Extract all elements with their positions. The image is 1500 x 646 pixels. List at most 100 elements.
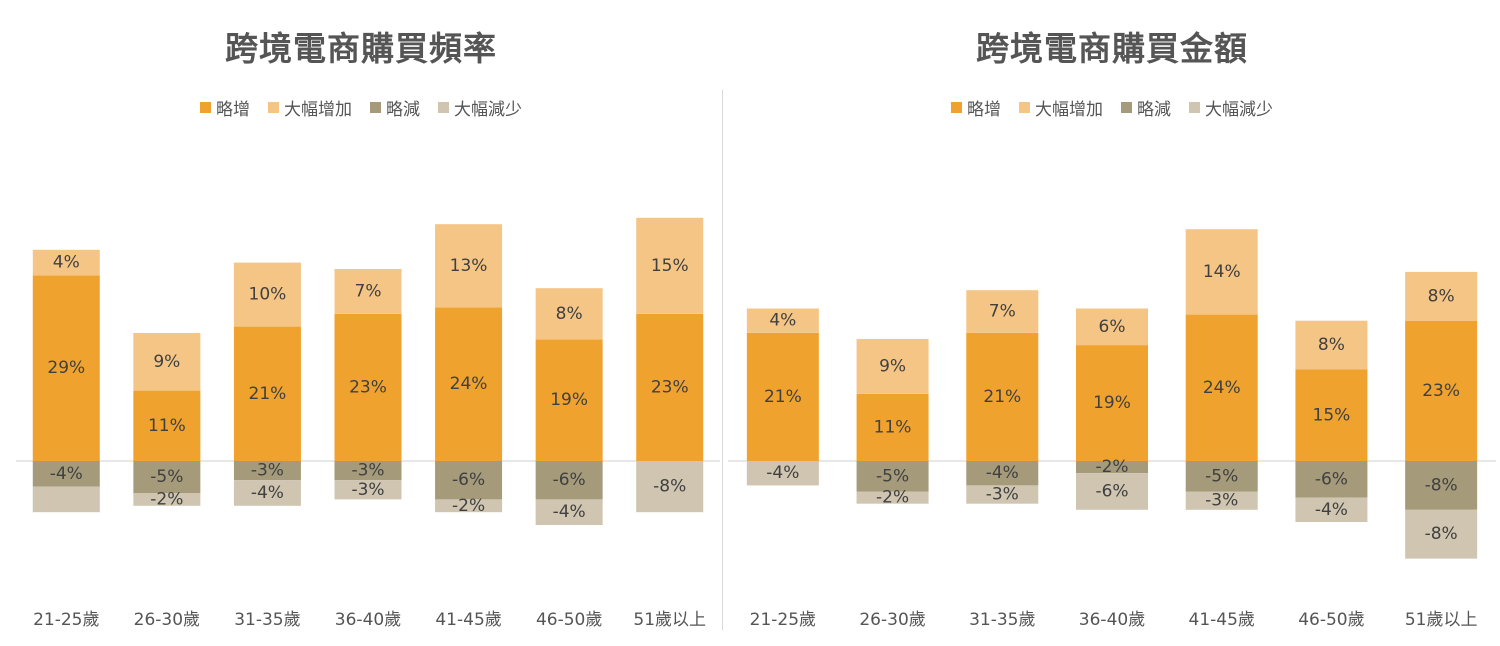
chart-title: 跨境電商購買金額 — [976, 29, 1248, 68]
bar-segment — [856, 491, 929, 504]
data-label: 29% — [47, 358, 85, 378]
bar-segment — [32, 461, 100, 487]
category-label: 46-50歲 — [1298, 610, 1364, 630]
bar-segment — [856, 339, 929, 394]
data-label: -8% — [1425, 524, 1458, 544]
category-label: 46-50歲 — [536, 610, 602, 630]
data-label: -6% — [553, 470, 586, 490]
data-label: -3% — [986, 485, 1019, 505]
bar-segment — [1076, 461, 1148, 474]
bar-segment — [334, 269, 402, 314]
chart-panel-amount: 跨境電商購買金額 略增 大幅增加 略減 大幅減少 21% 4% -4% 21-25歲 1… — [724, 0, 1500, 646]
legend-item: 略增 — [951, 95, 1001, 120]
category-label: 31-35歲 — [234, 610, 300, 630]
legend-item: 大幅減少 — [438, 95, 522, 120]
data-label: 8% — [1318, 335, 1345, 355]
data-label: 21% — [249, 384, 287, 404]
legend-label: 略減 — [1137, 100, 1171, 120]
bar-segment — [636, 217, 704, 314]
data-label: 14% — [1203, 262, 1241, 282]
bar-segment — [1295, 320, 1368, 370]
bar-segment — [636, 461, 704, 513]
bar-segment — [1295, 497, 1368, 522]
bar-segment — [966, 485, 1039, 504]
legend-item: 大幅增加 — [268, 95, 352, 120]
data-label: 11% — [874, 417, 912, 437]
legend-label: 略增 — [967, 100, 1001, 120]
legend-item: 大幅減少 — [1189, 95, 1273, 120]
legend-label: 大幅減少 — [454, 100, 522, 120]
bar-segment — [1185, 461, 1258, 492]
legend: 略增 大幅增加 略減 大幅減少 — [724, 95, 1500, 120]
data-label: -2% — [452, 496, 485, 516]
data-label: 23% — [651, 377, 689, 397]
bar-segment — [334, 461, 402, 481]
data-label: -3% — [251, 461, 284, 481]
data-label: 23% — [1422, 381, 1460, 401]
legend-label: 略減 — [386, 100, 420, 120]
category-label: 31-35歲 — [969, 610, 1035, 630]
bar-segment — [966, 461, 1039, 486]
bar-segment — [1295, 461, 1368, 498]
bar-segment — [32, 275, 100, 461]
category-label: 36-40歲 — [1079, 610, 1145, 630]
bar-chart-amount: 21%4%-4%21-25歲11%9%-5%-2%26-30歲21%7%-4%-… — [728, 229, 1496, 630]
data-label: 15% — [1313, 405, 1351, 425]
legend-swatch — [1189, 102, 1200, 113]
category-label: 51歲以上 — [633, 610, 706, 630]
bar-segment — [233, 326, 301, 461]
data-label: 8% — [1428, 286, 1455, 306]
data-label: 7% — [355, 281, 382, 301]
bar-segment — [1295, 369, 1368, 461]
legend-swatch — [1019, 102, 1030, 113]
panel-divider — [722, 90, 723, 630]
data-label: 7% — [989, 302, 1016, 322]
bar-segment — [32, 486, 100, 513]
bar-segment — [1405, 320, 1478, 461]
legend-swatch — [268, 102, 279, 113]
data-label: -5% — [876, 466, 909, 486]
data-label: -4% — [50, 464, 83, 484]
bar-segment — [535, 339, 603, 461]
data-label: -8% — [653, 477, 686, 497]
category-label: 21-25歲 — [33, 610, 99, 630]
bar-segment — [133, 390, 201, 461]
data-label: 6% — [1099, 317, 1126, 337]
data-label: 24% — [1203, 378, 1241, 398]
bar-segment — [966, 332, 1039, 461]
legend-item: 略減 — [1121, 95, 1171, 120]
bar-segment — [856, 461, 929, 492]
legend-swatch — [1121, 102, 1132, 113]
bar-segment — [1185, 229, 1258, 315]
legend-item: 略增 — [200, 95, 250, 120]
data-label: 10% — [249, 285, 287, 305]
bar-segment — [535, 288, 603, 340]
bar-segment — [1185, 314, 1258, 461]
legend-swatch — [200, 102, 211, 113]
bar-segment — [1405, 509, 1478, 559]
data-label: 9% — [153, 352, 180, 372]
bar-segment — [856, 393, 929, 461]
data-label: 13% — [450, 256, 488, 276]
data-label: -4% — [1315, 500, 1348, 520]
legend-label: 大幅增加 — [1035, 100, 1103, 120]
legend: 略增 大幅增加 略減 大幅減少 — [0, 95, 722, 120]
legend-swatch — [438, 102, 449, 113]
data-label: -4% — [766, 463, 799, 483]
data-label: 19% — [1093, 393, 1131, 413]
chart-title: 跨境電商購買頻率 — [225, 29, 497, 68]
bar-segment — [133, 333, 201, 391]
data-label: 9% — [879, 356, 906, 376]
data-label: -2% — [1095, 457, 1128, 477]
bar-segment — [1405, 461, 1478, 510]
bar-segment — [1185, 491, 1258, 510]
legend-label: 大幅減少 — [1205, 100, 1273, 120]
data-label: -6% — [1095, 482, 1128, 502]
bar-segment — [1405, 271, 1478, 321]
data-label: 21% — [983, 387, 1021, 407]
data-label: -3% — [1205, 491, 1238, 511]
data-label: 24% — [450, 374, 488, 394]
data-label: 21% — [764, 387, 802, 407]
data-label: 15% — [651, 256, 689, 276]
bar-segment — [133, 493, 201, 506]
